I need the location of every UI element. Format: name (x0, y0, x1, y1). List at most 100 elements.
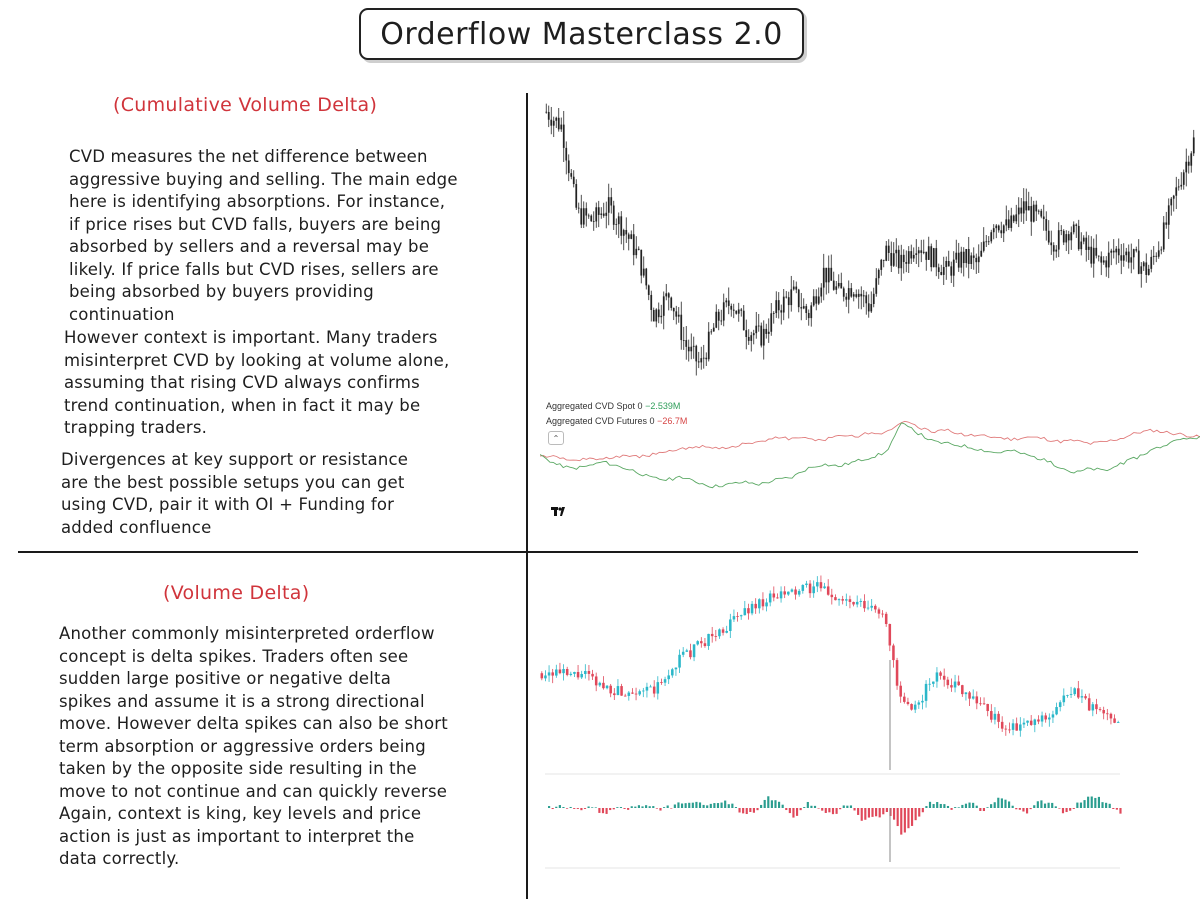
delta-price-candle (971, 689, 975, 700)
text-line: CVD measures the net difference between (69, 147, 428, 166)
delta-price-candle (754, 598, 757, 614)
price-candle (1050, 230, 1053, 255)
delta-price-candle (1029, 715, 1033, 726)
delta-price-candle (703, 638, 707, 648)
delta-price-candle (1073, 687, 1076, 696)
delta-bar (950, 808, 953, 810)
delta-price-candle (1062, 688, 1066, 706)
delta-bar (828, 808, 831, 813)
price-candle (847, 280, 850, 314)
delta-price-candle (609, 683, 612, 698)
tradingview-logo-mark (551, 507, 565, 516)
price-candle (957, 242, 960, 272)
delta-bar (680, 803, 684, 808)
delta-bar (1029, 808, 1032, 810)
delta-price-candle (845, 593, 848, 607)
price-candle (910, 244, 913, 264)
delta-price-candle (569, 671, 573, 677)
chevron-up-icon[interactable]: ⌃ (548, 431, 564, 445)
price-candle (602, 202, 605, 218)
delta-price-candle (874, 604, 877, 613)
price-candle (617, 212, 620, 239)
price-candle (722, 293, 725, 327)
delta-bar (928, 801, 932, 808)
price-candle (1120, 243, 1123, 275)
price-candle (685, 326, 688, 360)
price-candle (1032, 200, 1035, 223)
price-candle (972, 247, 975, 270)
text-line: sudden large positive or negative delta (59, 669, 391, 688)
delta-bar (972, 802, 975, 808)
price-candle (865, 291, 868, 315)
price-candle (682, 326, 685, 350)
price-candle (595, 202, 598, 228)
price-candle (887, 239, 890, 261)
delta-price-candle (660, 678, 663, 685)
delta-bar (738, 808, 741, 813)
price-candle (952, 251, 955, 287)
delta-price-candle (982, 697, 986, 706)
price-candle (827, 255, 830, 294)
delta-price-candle (758, 598, 761, 614)
delta-bar (795, 808, 799, 816)
price-candle (620, 211, 623, 245)
price-candle (692, 336, 695, 359)
delta-bar (1065, 808, 1068, 813)
delta-bar (961, 804, 964, 808)
price-candle (1185, 148, 1188, 187)
price-candle (1040, 208, 1043, 219)
price-candle (902, 249, 905, 274)
delta-bar (742, 808, 745, 814)
delta-price-candle (932, 681, 935, 688)
price-candle (555, 116, 558, 129)
text-line: spikes and assume it is a strong directi… (59, 691, 425, 711)
price-candle (920, 239, 923, 263)
delta-bar (587, 806, 590, 808)
cvd-spot-value: −2.539M (645, 401, 681, 411)
price-candlestick-chart (545, 103, 1195, 376)
price-candle (1027, 191, 1030, 211)
delta-bar (803, 807, 806, 808)
price-candle (812, 289, 815, 307)
price-candle (615, 218, 618, 235)
price-candle (1170, 197, 1173, 216)
price-candle (1052, 242, 1055, 261)
cvd-spot-legend: Aggregated CVD Spot 0 −2.539M (546, 401, 680, 411)
price-candle (1175, 176, 1178, 210)
price-candle (975, 253, 978, 274)
price-candle (607, 183, 610, 226)
price-candle (717, 309, 720, 331)
delta-price-candle (620, 683, 623, 696)
delta-price-candle (547, 665, 551, 682)
delta-bar (555, 806, 558, 808)
price-candle (1122, 243, 1125, 267)
delta-price-candle (794, 586, 797, 600)
delta-price-candle (747, 603, 750, 620)
delta-price-candle (990, 704, 993, 723)
delta-bar (663, 807, 666, 808)
delta-bar (659, 808, 662, 811)
delta-bar (752, 808, 755, 813)
delta-bar (734, 807, 738, 808)
price-candle (695, 344, 698, 376)
text-line: here is identifying absorptions. For ins… (69, 192, 446, 211)
price-candle (750, 331, 753, 352)
delta-price-candle (964, 692, 968, 701)
delta-paragraph: Another commonly misinterpreted orderflo… (59, 623, 448, 871)
delta-price-candle (826, 579, 830, 596)
delta-price-candle (1022, 718, 1026, 728)
delta-bar (1108, 803, 1111, 808)
delta-price-candle (739, 614, 743, 620)
delta-bar (627, 808, 630, 810)
text-line: However context is important. Many trade… (64, 328, 438, 347)
delta-bar (1115, 808, 1118, 810)
price-candle (830, 254, 833, 281)
delta-price-candle (968, 690, 971, 706)
delta-price-candle (736, 612, 739, 622)
delta-price-candle (870, 598, 873, 612)
delta-bar (558, 805, 561, 808)
delta-bar (946, 805, 950, 808)
price-candle (930, 243, 933, 272)
delta-bar (1072, 808, 1075, 809)
price-candle (1055, 245, 1058, 258)
